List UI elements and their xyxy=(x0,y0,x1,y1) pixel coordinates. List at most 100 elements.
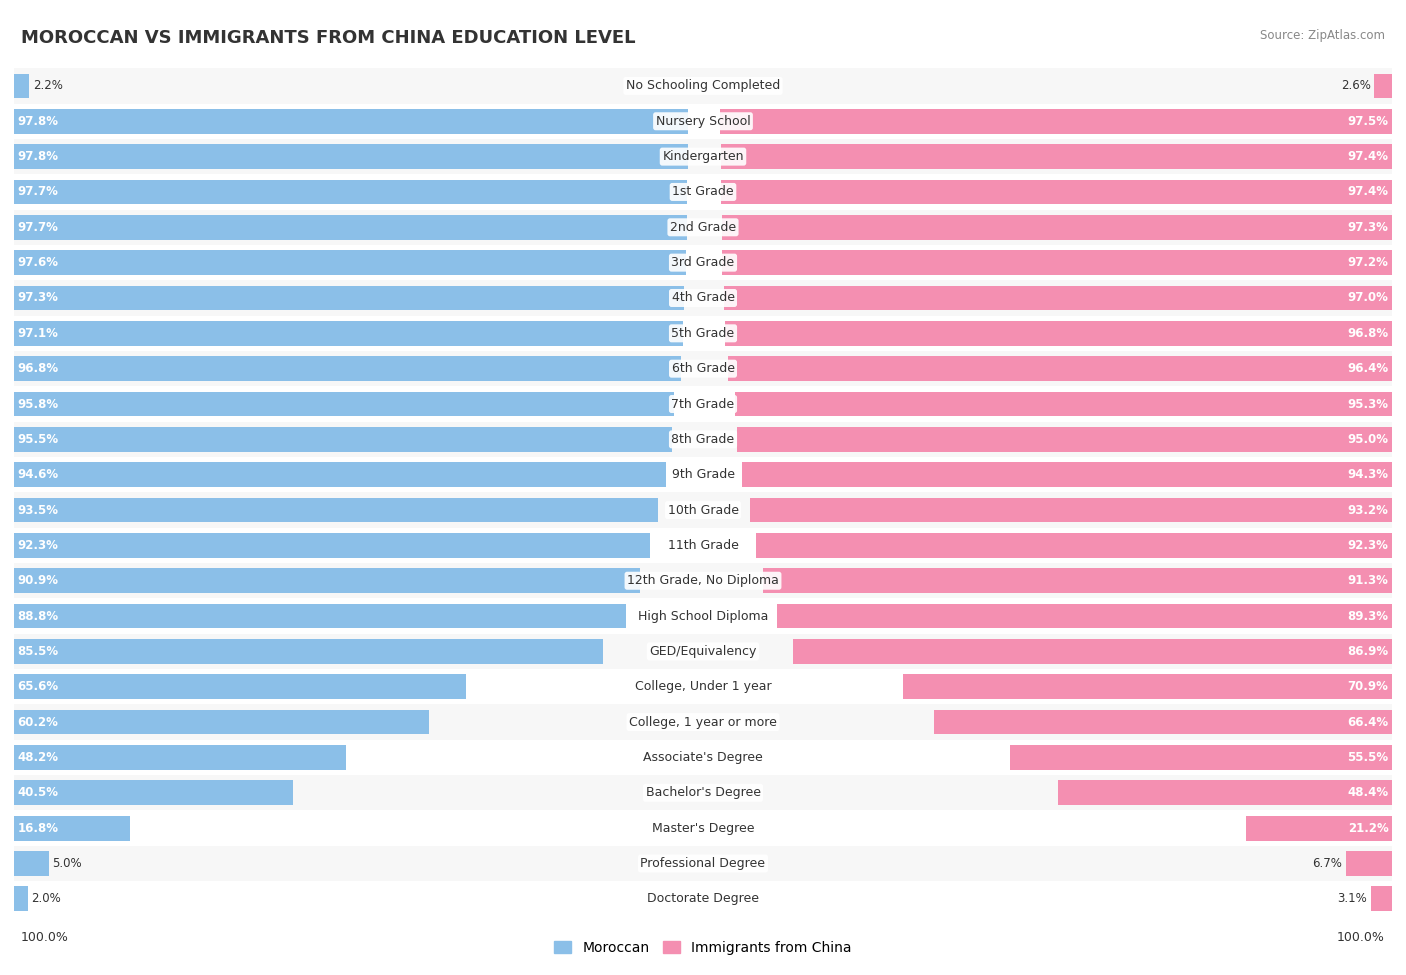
Text: 2.2%: 2.2% xyxy=(32,79,62,93)
Bar xyxy=(720,109,1392,134)
Text: 1st Grade: 1st Grade xyxy=(672,185,734,199)
Text: 97.0%: 97.0% xyxy=(1347,292,1389,304)
Text: 92.3%: 92.3% xyxy=(17,539,59,552)
Bar xyxy=(14,881,1392,916)
Text: 97.3%: 97.3% xyxy=(1347,220,1389,234)
Bar xyxy=(793,639,1392,664)
Bar xyxy=(14,386,1392,421)
Bar xyxy=(1346,851,1392,876)
Bar xyxy=(14,816,129,840)
Text: 5.0%: 5.0% xyxy=(52,857,82,870)
Bar xyxy=(14,527,1392,564)
Text: Professional Degree: Professional Degree xyxy=(641,857,765,870)
Text: 9th Grade: 9th Grade xyxy=(672,468,734,482)
Text: 97.8%: 97.8% xyxy=(17,115,59,128)
Bar xyxy=(14,316,1392,351)
Bar xyxy=(14,109,688,134)
Bar xyxy=(935,710,1392,734)
Text: Kindergarten: Kindergarten xyxy=(662,150,744,163)
Text: 97.4%: 97.4% xyxy=(1347,185,1389,199)
Text: 40.5%: 40.5% xyxy=(17,786,59,799)
Text: No Schooling Completed: No Schooling Completed xyxy=(626,79,780,93)
Text: 100.0%: 100.0% xyxy=(1337,931,1385,945)
Text: 96.8%: 96.8% xyxy=(17,362,59,375)
Bar xyxy=(14,634,1392,669)
Bar xyxy=(14,780,292,805)
Legend: Moroccan, Immigrants from China: Moroccan, Immigrants from China xyxy=(548,935,858,960)
Text: 48.2%: 48.2% xyxy=(17,751,59,764)
Text: 3rd Grade: 3rd Grade xyxy=(672,256,734,269)
Bar xyxy=(14,533,650,558)
Bar xyxy=(14,245,1392,281)
Bar xyxy=(14,68,1392,103)
Text: 21.2%: 21.2% xyxy=(1348,822,1389,835)
Bar xyxy=(14,175,1392,210)
Bar xyxy=(14,497,658,523)
Text: 6.7%: 6.7% xyxy=(1312,857,1343,870)
Text: 65.6%: 65.6% xyxy=(17,681,59,693)
Bar xyxy=(742,462,1392,488)
Text: 55.5%: 55.5% xyxy=(1347,751,1389,764)
Text: 89.3%: 89.3% xyxy=(1347,609,1389,623)
Text: 12th Grade, No Diploma: 12th Grade, No Diploma xyxy=(627,574,779,587)
Text: 70.9%: 70.9% xyxy=(1347,681,1389,693)
Bar xyxy=(749,497,1392,523)
Bar xyxy=(14,214,688,240)
Text: 97.5%: 97.5% xyxy=(1347,115,1389,128)
Bar xyxy=(776,604,1392,629)
Text: GED/Equivalency: GED/Equivalency xyxy=(650,644,756,658)
Text: 96.4%: 96.4% xyxy=(1347,362,1389,375)
Bar xyxy=(1010,745,1392,770)
Text: 86.9%: 86.9% xyxy=(1347,644,1389,658)
Bar xyxy=(14,210,1392,245)
Bar xyxy=(14,321,683,346)
Bar xyxy=(14,740,1392,775)
Bar xyxy=(14,810,1392,845)
Text: 97.1%: 97.1% xyxy=(17,327,59,340)
Bar xyxy=(756,533,1392,558)
Text: Source: ZipAtlas.com: Source: ZipAtlas.com xyxy=(1260,29,1385,42)
Text: 93.2%: 93.2% xyxy=(1347,503,1389,517)
Bar xyxy=(904,675,1392,699)
Text: 60.2%: 60.2% xyxy=(17,716,59,728)
Text: 97.3%: 97.3% xyxy=(17,292,59,304)
Text: 97.4%: 97.4% xyxy=(1347,150,1389,163)
Bar xyxy=(14,457,1392,492)
Bar xyxy=(723,251,1392,275)
Text: 95.3%: 95.3% xyxy=(1347,398,1389,410)
Bar xyxy=(1371,886,1392,912)
Text: 95.8%: 95.8% xyxy=(17,398,59,410)
Bar xyxy=(721,179,1392,205)
Bar xyxy=(725,321,1392,346)
Bar xyxy=(14,675,465,699)
Text: 93.5%: 93.5% xyxy=(17,503,59,517)
Text: 88.8%: 88.8% xyxy=(17,609,59,623)
Bar xyxy=(14,144,688,169)
Bar xyxy=(14,639,603,664)
Text: College, Under 1 year: College, Under 1 year xyxy=(634,681,772,693)
Text: Master's Degree: Master's Degree xyxy=(652,822,754,835)
Bar xyxy=(14,462,666,488)
Bar xyxy=(14,669,1392,704)
Bar xyxy=(14,745,346,770)
Bar xyxy=(14,421,1392,457)
Text: 91.3%: 91.3% xyxy=(1347,574,1389,587)
Text: High School Diploma: High School Diploma xyxy=(638,609,768,623)
Bar xyxy=(724,286,1392,310)
Text: Nursery School: Nursery School xyxy=(655,115,751,128)
Bar xyxy=(14,704,1392,740)
Text: 7th Grade: 7th Grade xyxy=(672,398,734,410)
Bar xyxy=(14,286,685,310)
Text: 8th Grade: 8th Grade xyxy=(672,433,734,446)
Bar xyxy=(14,251,686,275)
Text: Bachelor's Degree: Bachelor's Degree xyxy=(645,786,761,799)
Bar xyxy=(14,568,640,593)
Text: 48.4%: 48.4% xyxy=(1347,786,1389,799)
Bar xyxy=(14,351,1392,386)
Bar xyxy=(735,392,1392,416)
Text: 6th Grade: 6th Grade xyxy=(672,362,734,375)
Text: 94.6%: 94.6% xyxy=(17,468,59,482)
Text: 11th Grade: 11th Grade xyxy=(668,539,738,552)
Bar xyxy=(1374,73,1392,98)
Bar xyxy=(728,356,1392,381)
